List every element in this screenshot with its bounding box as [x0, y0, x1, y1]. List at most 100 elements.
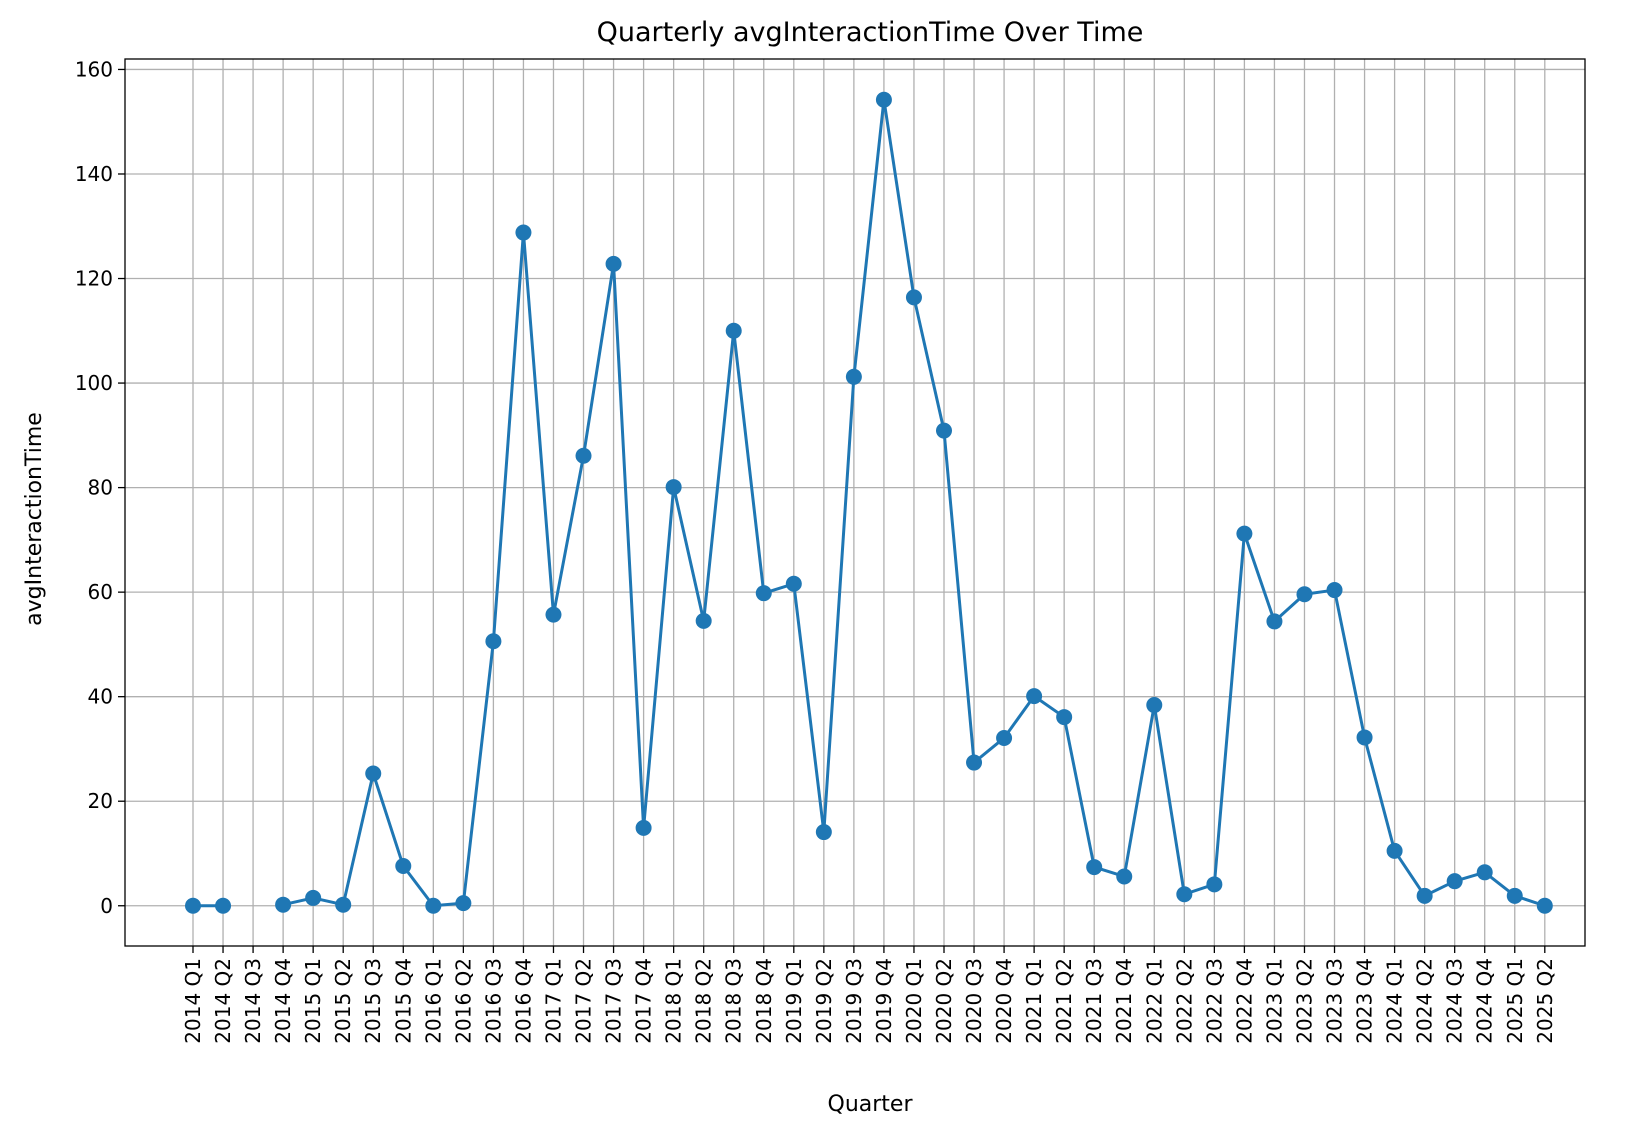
axis-layer: 2014 Q1 2014 Q2 2014 Q3 2014 Q4 2015 Q1 2015 …	[75, 57, 1557, 1043]
x-tick-label: 2021 Q2	[1052, 958, 1076, 1044]
data-point	[1146, 697, 1163, 714]
x-tick-label: 2023 Q1	[1262, 958, 1286, 1044]
x-tick-label: 2018 Q4	[752, 958, 776, 1044]
data-point	[1296, 586, 1313, 603]
data-point	[785, 575, 802, 592]
x-tick-label: 2015 Q1	[301, 958, 325, 1044]
x-tick-label: 2024 Q3	[1443, 958, 1467, 1044]
x-tick-label: 2015 Q4	[391, 958, 415, 1044]
x-tick-label: 2014 Q3	[241, 958, 265, 1044]
x-tick-label: 2016 Q3	[481, 958, 505, 1044]
y-tick-label: 100	[75, 371, 113, 395]
x-tick-label: 2015 Q3	[361, 958, 385, 1044]
x-tick-label: 2021 Q1	[1022, 958, 1046, 1044]
data-point	[1176, 886, 1193, 903]
data-point	[1356, 729, 1373, 746]
x-tick-label: 2016 Q1	[421, 958, 445, 1044]
x-tick-label: 2019 Q1	[782, 958, 806, 1044]
data-point	[966, 754, 983, 771]
x-tick-label: 2018 Q1	[662, 958, 686, 1044]
data-point	[455, 895, 472, 912]
data-point	[1506, 887, 1523, 904]
data-point	[905, 289, 922, 306]
x-tick-label: 2015 Q2	[331, 958, 355, 1044]
data-point	[275, 896, 292, 913]
data-point	[1386, 842, 1403, 859]
y-axis-label: avgInteractionTime	[22, 412, 47, 626]
x-tick-label: 2014 Q4	[271, 958, 295, 1044]
x-tick-label: 2020 Q1	[902, 958, 926, 1044]
series-layer	[185, 91, 1553, 914]
data-point	[335, 896, 352, 913]
data-point	[695, 612, 712, 629]
y-tick-label: 80	[88, 476, 113, 500]
data-point	[545, 606, 562, 623]
data-point	[605, 255, 622, 272]
x-tick-label: 2023 Q3	[1323, 958, 1347, 1044]
data-point	[575, 447, 592, 464]
data-point	[1086, 859, 1103, 876]
data-point	[725, 322, 742, 339]
data-point	[845, 368, 862, 385]
x-axis-label: Quarter	[828, 1092, 914, 1117]
x-tick-label: 2023 Q2	[1292, 958, 1316, 1044]
x-tick-label: 2017 Q3	[602, 958, 626, 1044]
x-tick-label: 2019 Q2	[812, 958, 836, 1044]
x-tick-label: 2019 Q4	[872, 958, 896, 1044]
data-point	[1056, 709, 1073, 726]
x-tick-label: 2024 Q4	[1473, 958, 1497, 1044]
data-point	[365, 765, 382, 782]
x-tick-label: 2024 Q1	[1383, 958, 1407, 1044]
data-point	[1026, 688, 1043, 705]
grid-layer	[125, 59, 1585, 946]
x-tick-label: 2016 Q2	[451, 958, 475, 1044]
x-tick-label: 2020 Q4	[992, 958, 1016, 1044]
x-tick-label: 2020 Q3	[962, 958, 986, 1044]
x-tick-label: 2016 Q4	[511, 958, 535, 1044]
y-tick-label: 20	[88, 789, 113, 813]
x-tick-label: 2017 Q2	[572, 958, 596, 1044]
data-point	[1536, 897, 1553, 914]
x-tick-label: 2014 Q2	[211, 958, 235, 1044]
x-tick-label: 2018 Q3	[722, 958, 746, 1044]
plot-frame	[124, 58, 1586, 947]
data-point	[1236, 525, 1253, 542]
x-tick-label: 2020 Q2	[932, 958, 956, 1044]
data-point	[755, 585, 772, 602]
x-tick-label: 2019 Q3	[842, 958, 866, 1044]
data-point	[1116, 868, 1133, 885]
data-point	[1206, 876, 1223, 893]
x-tick-label: 2014 Q1	[181, 958, 205, 1044]
data-point	[1416, 887, 1433, 904]
x-tick-label: 2017 Q4	[632, 958, 656, 1044]
data-point	[665, 479, 682, 496]
chart-title: Quarterly avgInteractionTime Over Time	[597, 17, 1144, 48]
data-point	[515, 224, 532, 241]
y-tick-label: 140	[75, 162, 113, 186]
y-tick-label: 0	[100, 894, 113, 918]
data-point	[485, 633, 502, 650]
x-tick-label: 2021 Q4	[1112, 958, 1136, 1044]
data-point	[996, 729, 1013, 746]
x-tick-label: 2023 Q4	[1353, 958, 1377, 1044]
data-point	[185, 897, 201, 914]
x-tick-label: 2022 Q1	[1142, 958, 1166, 1044]
data-point	[1476, 864, 1493, 881]
data-point	[815, 824, 832, 841]
y-tick-label: 160	[75, 57, 113, 81]
y-tick-label: 120	[75, 267, 113, 291]
data-point	[936, 422, 952, 439]
data-point	[635, 819, 652, 836]
x-tick-label: 2017 Q1	[541, 958, 565, 1044]
data-point	[395, 858, 412, 875]
x-tick-label: 2021 Q3	[1082, 958, 1106, 1044]
x-tick-label: 2025 Q2	[1533, 958, 1557, 1044]
data-point	[425, 897, 442, 914]
x-tick-label: 2018 Q2	[692, 958, 716, 1044]
data-point	[305, 889, 322, 906]
y-tick-label: 60	[88, 580, 113, 604]
x-tick-label: 2024 Q2	[1413, 958, 1437, 1044]
data-point	[875, 91, 892, 108]
